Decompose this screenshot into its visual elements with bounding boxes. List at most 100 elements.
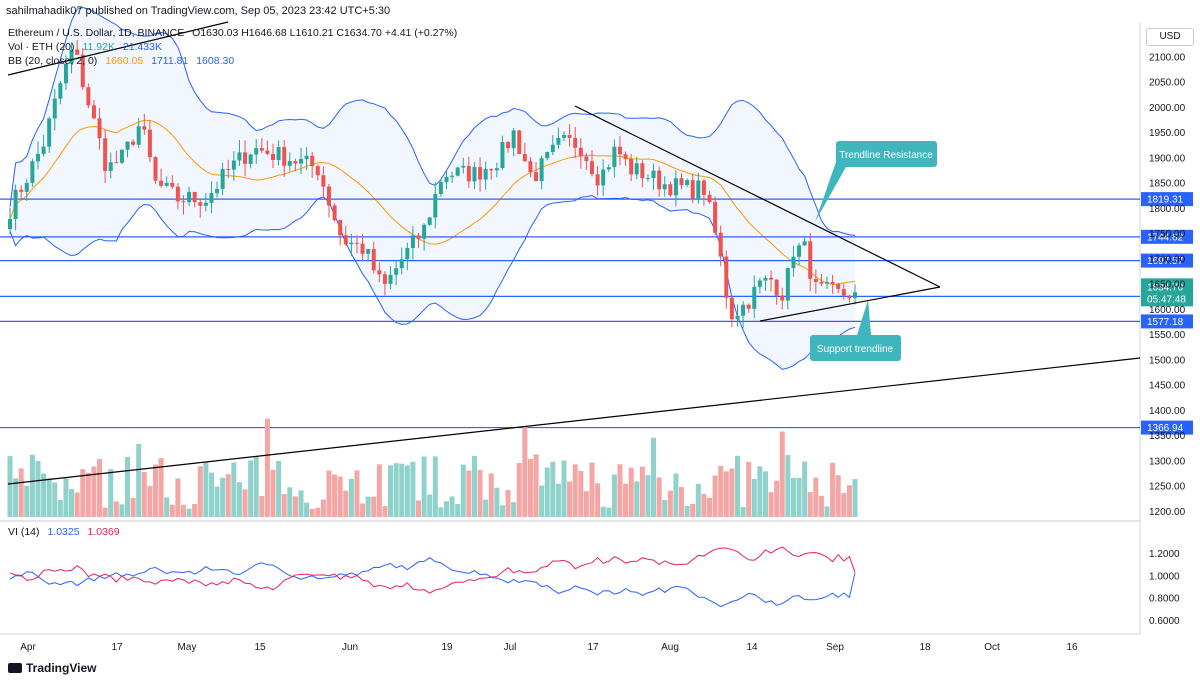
volume-bar	[533, 454, 539, 517]
symbol-legend[interactable]: Ethereum / U.S. Dollar, 1D, BINANCE O163…	[8, 27, 457, 39]
candle-body	[86, 87, 91, 106]
currency-selector[interactable]: USD	[1146, 28, 1194, 46]
candle-body	[35, 153, 40, 162]
candle-body	[640, 163, 645, 179]
volume-bar	[231, 462, 237, 517]
candle-body	[763, 277, 768, 281]
level-tag	[1141, 192, 1193, 207]
y-tick-label: 1550.00	[1149, 330, 1186, 341]
candle-body	[478, 167, 483, 180]
volume-bar	[248, 460, 254, 517]
volume-bar	[281, 494, 287, 517]
level-tag	[1141, 420, 1193, 435]
volume-bar	[438, 507, 444, 517]
candle-body	[175, 186, 180, 202]
candle-body	[757, 280, 762, 287]
volume-bar	[421, 456, 427, 517]
volume-bar	[846, 485, 852, 517]
x-tick-label: Jul	[504, 642, 517, 653]
publisher-line: sahilmahadik07 published on TradingView.…	[6, 5, 391, 17]
x-tick-label: 17	[111, 642, 123, 653]
volume-bar	[779, 431, 785, 517]
candle-body	[612, 146, 617, 168]
volume-bar	[527, 459, 533, 517]
candle-body	[422, 224, 427, 239]
volume-bar	[136, 443, 142, 517]
candle-body	[836, 283, 841, 289]
candle-body	[735, 315, 740, 320]
upper-left-trendline	[7, 21, 229, 76]
candle-body	[813, 278, 818, 282]
candle-body	[282, 147, 287, 166]
tradingview-logo[interactable]: TradingView	[8, 661, 96, 675]
volume-bar	[253, 456, 259, 517]
volume-bar	[164, 497, 170, 517]
candle-body	[30, 161, 35, 183]
candle-body	[539, 158, 544, 182]
candle-body	[360, 243, 365, 254]
vi-legend[interactable]: VI (14) 1.0325 1.0369	[8, 526, 120, 538]
volume-bar	[443, 501, 449, 517]
candle-body	[119, 149, 124, 163]
candle-body	[293, 161, 298, 164]
volume-bar	[18, 468, 24, 517]
candle-body	[192, 191, 197, 203]
candle-body	[562, 134, 567, 138]
candle-body	[578, 147, 583, 157]
volume-bar	[29, 454, 35, 517]
candle-body	[271, 153, 276, 161]
x-tick-label: 15	[254, 642, 266, 653]
candle-body	[332, 205, 337, 221]
candle-body	[338, 220, 343, 236]
level-tag	[1141, 314, 1193, 329]
volume-bar	[550, 461, 556, 517]
volume-bar	[673, 473, 679, 517]
support-trendline-callout: Support trendline	[810, 300, 901, 361]
volume-bar	[410, 461, 416, 517]
x-tick-label: Aug	[661, 642, 679, 653]
volume-bar	[35, 461, 41, 517]
volume-bar	[214, 486, 220, 517]
candle-body	[114, 162, 119, 164]
volume-bar	[393, 463, 399, 517]
volume-bar	[175, 478, 181, 517]
x-tick-label: Sep	[826, 642, 844, 653]
candle-body	[545, 151, 550, 159]
volume-bar	[220, 477, 226, 517]
last-price-label: 1634.70	[1147, 282, 1184, 293]
candle-body	[791, 256, 796, 269]
candle-body	[108, 162, 113, 171]
volume-bar	[326, 470, 332, 517]
countdown-label: 05:47:48	[1147, 294, 1186, 305]
x-tick-label: 17	[587, 642, 599, 653]
candle-body	[97, 118, 102, 139]
volume-bar	[835, 475, 841, 517]
volume-bar	[102, 507, 108, 517]
volume-bar	[74, 492, 80, 517]
last-price-tag	[1141, 278, 1193, 307]
bb-legend[interactable]: BB (20, close, 2, 0) 1660.05 1711.81 160…	[8, 55, 234, 67]
candle-body	[517, 130, 522, 154]
y-tick-label: 1750.00	[1149, 229, 1186, 240]
volume-bar	[695, 483, 701, 517]
logo-text: TradingView	[26, 661, 97, 675]
ohlc-values: O1630.03 H1646.68 L1610.21 C1634.70 +4.4…	[192, 27, 458, 39]
candle-body	[830, 282, 835, 284]
trendline-resistance-callout: Trendline Resistance	[815, 141, 937, 222]
candle-body	[500, 142, 505, 169]
volume-bar	[108, 469, 114, 517]
volume-bar	[751, 478, 757, 517]
volume-bar	[298, 490, 304, 517]
x-tick-label: Apr	[20, 642, 36, 653]
y-tick-label: 1200.00	[1149, 507, 1186, 518]
vi-label: VI (14)	[8, 526, 40, 538]
candle-body	[489, 169, 494, 171]
vi-minus-line	[9, 546, 856, 594]
candle-body	[634, 163, 639, 175]
candle-body	[511, 130, 516, 149]
candle-body	[774, 279, 779, 296]
volume-legend[interactable]: Vol · ETH (20) 11.92K 21.433K	[8, 41, 162, 53]
volume-bar	[208, 472, 214, 517]
vi-plus-value: 1.0325	[47, 526, 80, 538]
